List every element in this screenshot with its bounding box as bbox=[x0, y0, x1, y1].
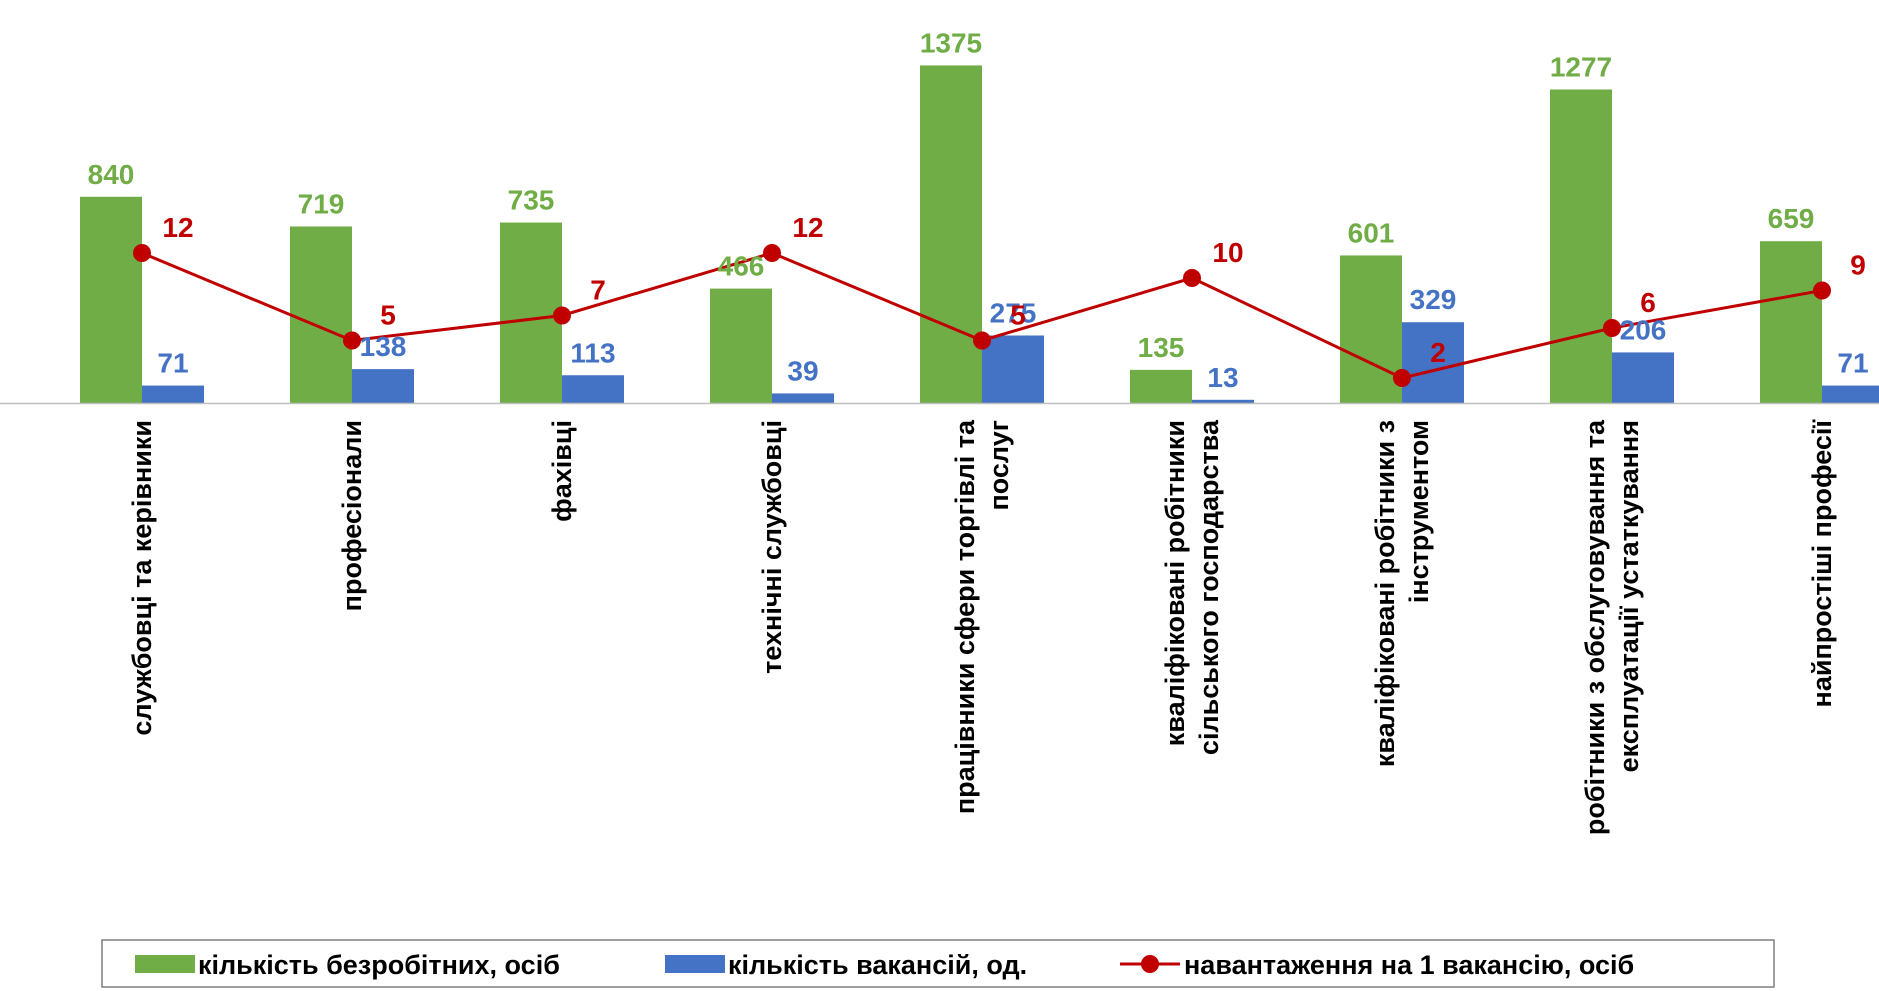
category-label-line: робітники з обслуговування та bbox=[1580, 419, 1610, 835]
line-point-load bbox=[1603, 319, 1621, 337]
data-label-vacancies: 71 bbox=[1837, 348, 1868, 379]
legend-swatch-unemployed bbox=[135, 955, 195, 973]
line-point-load bbox=[1813, 281, 1831, 300]
bar-vacancies bbox=[1822, 385, 1879, 403]
category-label-line: експлуатації устаткування bbox=[1614, 420, 1644, 772]
data-label-unemployed: 135 bbox=[1138, 332, 1185, 363]
data-label-vacancies: 275 bbox=[990, 297, 1037, 328]
legend-label-unemployed: кількість безробітних, осіб bbox=[198, 950, 560, 980]
category-label: професіонали bbox=[337, 420, 367, 611]
data-label-vacancies: 113 bbox=[570, 337, 615, 368]
category-label-line: сільського господарства bbox=[1194, 419, 1224, 755]
data-label-load: 7 bbox=[590, 275, 606, 306]
data-label-load: 6 bbox=[1640, 287, 1656, 318]
category-label-line: кваліфіковані робітники bbox=[1160, 420, 1190, 746]
data-label-load: 9 bbox=[1850, 250, 1866, 281]
line-point-load bbox=[343, 331, 361, 350]
bar-unemployed bbox=[1760, 241, 1822, 403]
data-label-vacancies: 71 bbox=[157, 348, 188, 379]
bar-unemployed bbox=[1340, 255, 1402, 403]
line-point-load bbox=[553, 306, 571, 325]
category-label-line: інструментом bbox=[1404, 420, 1434, 603]
line-series-layer bbox=[133, 244, 1831, 387]
bar-unemployed bbox=[920, 65, 982, 404]
data-label-unemployed: 840 bbox=[88, 159, 135, 190]
data-label-load: 5 bbox=[380, 300, 396, 331]
bar-vacancies bbox=[562, 375, 624, 403]
data-label-unemployed: 1375 bbox=[920, 27, 982, 58]
legend-label-vacancies: кількість вакансій, од. bbox=[728, 950, 1027, 980]
data-label-vacancies: 13 bbox=[1207, 362, 1238, 393]
bar-unemployed bbox=[80, 196, 142, 403]
category-label-line: професіонали bbox=[337, 420, 367, 611]
line-point-load bbox=[1183, 269, 1201, 287]
category-label-line: фахівці bbox=[547, 420, 577, 522]
data-label-unemployed: 1277 bbox=[1550, 51, 1612, 82]
category-label: найпростіші професії bbox=[1807, 419, 1837, 708]
bars-layer bbox=[80, 65, 1879, 404]
category-label: фахівці bbox=[547, 420, 577, 522]
bar-unemployed bbox=[500, 222, 562, 403]
data-label-unemployed: 601 bbox=[1348, 217, 1395, 248]
category-label-line: технічні службовці bbox=[757, 420, 787, 674]
line-point-load bbox=[763, 244, 781, 262]
data-label-load: 5 bbox=[1010, 300, 1026, 331]
category-label: технічні службовці bbox=[757, 420, 787, 674]
category-label: кваліфіковані робітники з інструментом bbox=[1370, 420, 1434, 767]
data-label-unemployed: 466 bbox=[718, 251, 765, 282]
data-label-vacancies: 138 bbox=[360, 331, 407, 362]
data-label-vacancies: 206 bbox=[1620, 314, 1667, 345]
line-point-load bbox=[973, 331, 991, 350]
category-label-line: найпростіші професії bbox=[1807, 419, 1837, 708]
category-label: робітники з обслуговування та експлуатаці… bbox=[1580, 419, 1644, 835]
bar-unemployed bbox=[710, 288, 772, 403]
category-labels-layer: службовці та керівники професіонали фахівц… bbox=[127, 419, 1837, 836]
line-point-load bbox=[1393, 369, 1411, 387]
category-label-line: послуг bbox=[984, 420, 1014, 511]
legend-swatch-load-marker bbox=[1141, 955, 1159, 973]
data-label-vacancies: 329 bbox=[1410, 284, 1457, 315]
data-labels-layer: 8407171913873511346639137527513513601329… bbox=[88, 27, 1869, 392]
bar-vacancies bbox=[772, 393, 834, 403]
legend-box bbox=[101, 939, 1775, 988]
category-label-line: працівники сфери торгівлі та bbox=[950, 419, 980, 814]
data-label-unemployed: 659 bbox=[1768, 203, 1815, 234]
bar-vacancies bbox=[142, 385, 204, 403]
data-label-load: 12 bbox=[792, 212, 823, 243]
bar-vacancies bbox=[352, 369, 414, 403]
data-label-unemployed: 735 bbox=[508, 185, 555, 216]
legend-swatch-vacancies bbox=[665, 955, 725, 973]
bar-unemployed bbox=[290, 226, 352, 403]
data-label-vacancies: 39 bbox=[787, 355, 818, 386]
category-label: службовці та керівники bbox=[127, 420, 157, 736]
data-label-unemployed: 719 bbox=[298, 188, 345, 219]
legend-label-load: навантаження на 1 вакансію, осіб bbox=[1184, 950, 1634, 980]
bar-unemployed bbox=[1130, 369, 1192, 403]
bar-unemployed bbox=[1550, 89, 1612, 403]
category-label: працівники сфери торгівлі та послуг bbox=[950, 419, 1014, 814]
data-label-load: 2 bbox=[1430, 337, 1446, 368]
bar-vacancies bbox=[1402, 322, 1464, 403]
legend: кількість безробітних, осіб кількість вак… bbox=[101, 939, 1775, 988]
category-label: кваліфіковані робітники сільського господ… bbox=[1160, 419, 1224, 755]
data-label-load: 12 bbox=[162, 212, 193, 243]
data-label-load: 10 bbox=[1212, 237, 1243, 268]
category-label-line: кваліфіковані робітники з bbox=[1370, 420, 1400, 767]
bar-vacancies bbox=[1192, 399, 1254, 403]
line-point-load bbox=[133, 244, 151, 262]
bar-vacancies bbox=[982, 335, 1044, 403]
bar-vacancies bbox=[1612, 352, 1674, 403]
category-label-line: службовці та керівники bbox=[127, 420, 157, 736]
